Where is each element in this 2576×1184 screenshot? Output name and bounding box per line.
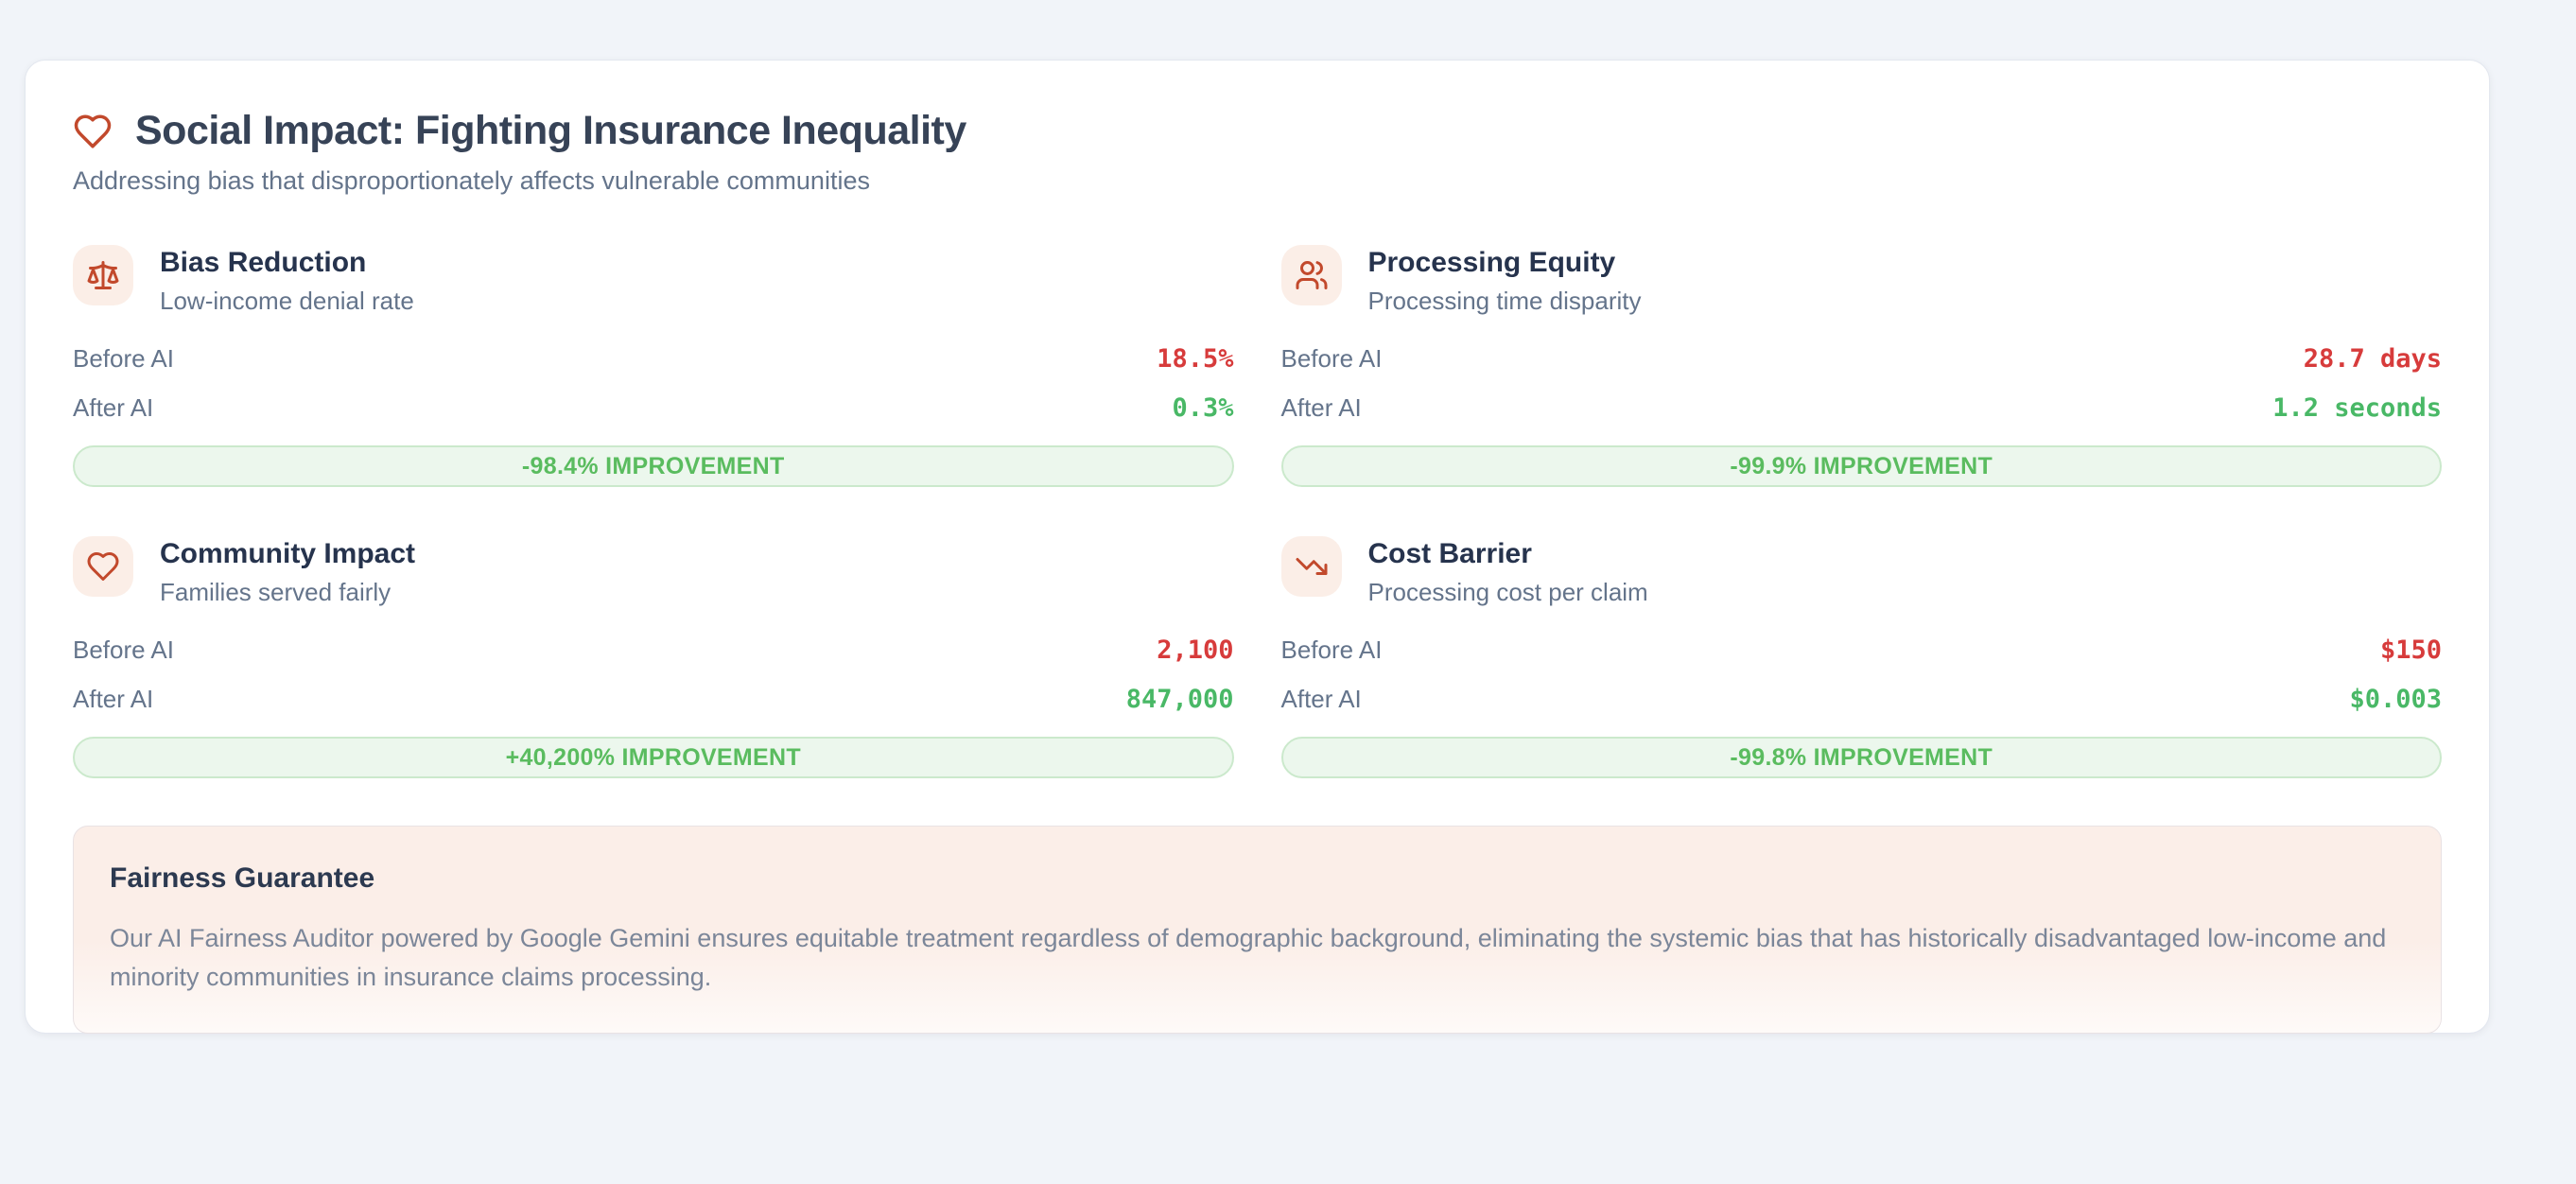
panel-header: Social Impact: Fighting Insurance Inequa… <box>73 108 2442 154</box>
after-row: After AI 847,000 <box>73 685 1234 714</box>
after-value: 847,000 <box>1125 685 1234 714</box>
after-value: $0.003 <box>2349 685 2442 714</box>
page-title: Social Impact: Fighting Insurance Inequa… <box>135 108 966 153</box>
before-value: 2,100 <box>1157 636 1234 665</box>
metric-title: Processing Equity <box>1367 247 1616 278</box>
metric-title: Community Impact <box>160 538 416 569</box>
improvement-badge: -99.9% IMPROVEMENT <box>1280 445 2442 487</box>
fairness-body: Our AI Fairness Auditor powered by Googl… <box>110 924 2387 991</box>
metric-subtitle: Low-income denial rate <box>160 287 414 315</box>
before-label: Before AI <box>73 636 174 664</box>
metric-card-community-impact: Community Impact Families served fairly … <box>73 536 1234 778</box>
after-row: After AI 0.3% <box>73 393 1234 423</box>
social-impact-panel: Social Impact: Fighting Insurance Inequa… <box>25 60 2490 1034</box>
metric-subtitle: Processing time disparity <box>1367 287 1642 315</box>
page-subtitle: Addressing bias that disproportionately … <box>73 166 870 195</box>
metric-title: Bias Reduction <box>160 247 367 278</box>
before-label: Before AI <box>73 344 174 373</box>
trending-down-icon <box>1296 558 1327 575</box>
metric-titles: Community Impact Families served fairly <box>160 536 415 607</box>
improvement-badge: -99.8% IMPROVEMENT <box>1280 737 2442 778</box>
metric-titles: Processing Equity Processing time dispar… <box>1368 245 1642 316</box>
after-label: After AI <box>1280 393 1362 422</box>
before-row: Before AI 18.5% <box>73 344 1234 374</box>
icon-box <box>73 245 133 305</box>
after-label: After AI <box>1280 685 1362 713</box>
after-row: After AI $0.003 <box>1281 685 2443 714</box>
fairness-guarantee-panel: Fairness Guarantee Our AI Fairness Audit… <box>73 826 2442 1034</box>
after-label: After AI <box>73 685 154 713</box>
metric-rows: Before AI 28.7 days After AI 1.2 seconds <box>1281 344 2443 423</box>
before-row: Before AI 28.7 days <box>1281 344 2443 374</box>
metric-header: Bias Reduction Low-income denial rate <box>73 245 1234 316</box>
metric-titles: Bias Reduction Low-income denial rate <box>160 245 414 316</box>
metric-rows: Before AI 18.5% After AI 0.3% <box>73 344 1234 423</box>
after-label: After AI <box>73 393 154 422</box>
before-label: Before AI <box>1280 636 1383 664</box>
heart-icon <box>87 552 119 581</box>
before-label: Before AI <box>1280 344 1383 373</box>
icon-box <box>1280 245 1342 305</box>
metric-title: Cost Barrier <box>1367 538 1532 569</box>
before-value: $150 <box>2379 636 2442 665</box>
metric-titles: Cost Barrier Processing cost per claim <box>1368 536 1648 607</box>
metric-rows: Before AI $150 After AI $0.003 <box>1281 636 2443 714</box>
improvement-badge: -98.4% IMPROVEMENT <box>73 445 1234 487</box>
metric-rows: Before AI 2,100 After AI 847,000 <box>73 636 1234 714</box>
metric-header: Community Impact Families served fairly <box>73 536 1234 607</box>
users-icon <box>1296 261 1327 289</box>
heart-icon <box>74 114 112 148</box>
fairness-heading: Fairness Guarantee <box>110 862 375 894</box>
scale-icon <box>87 261 119 289</box>
icon-box <box>73 536 133 597</box>
metric-card-bias-reduction: Bias Reduction Low-income denial rate Be… <box>73 245 1234 487</box>
metric-header: Cost Barrier Processing cost per claim <box>1280 536 2443 607</box>
before-value: 18.5% <box>1157 344 1234 374</box>
before-value: 28.7 days <box>2303 344 2442 374</box>
after-row: After AI 1.2 seconds <box>1281 393 2443 423</box>
metric-card-processing-equity: Processing Equity Processing time dispar… <box>1280 245 2443 487</box>
improvement-badge: +40,200% IMPROVEMENT <box>73 737 1234 778</box>
metric-subtitle: Processing cost per claim <box>1367 578 1648 606</box>
metric-header: Processing Equity Processing time dispar… <box>1280 245 2443 316</box>
metric-subtitle: Families served fairly <box>160 578 392 606</box>
icon-box <box>1280 536 1342 597</box>
metrics-grid: Bias Reduction Low-income denial rate Be… <box>73 245 2442 778</box>
before-row: Before AI 2,100 <box>73 636 1234 665</box>
after-value: 0.3% <box>1172 393 1234 423</box>
before-row: Before AI $150 <box>1281 636 2443 665</box>
after-value: 1.2 seconds <box>2272 393 2442 423</box>
metric-card-cost-barrier: Cost Barrier Processing cost per claim B… <box>1280 536 2443 778</box>
